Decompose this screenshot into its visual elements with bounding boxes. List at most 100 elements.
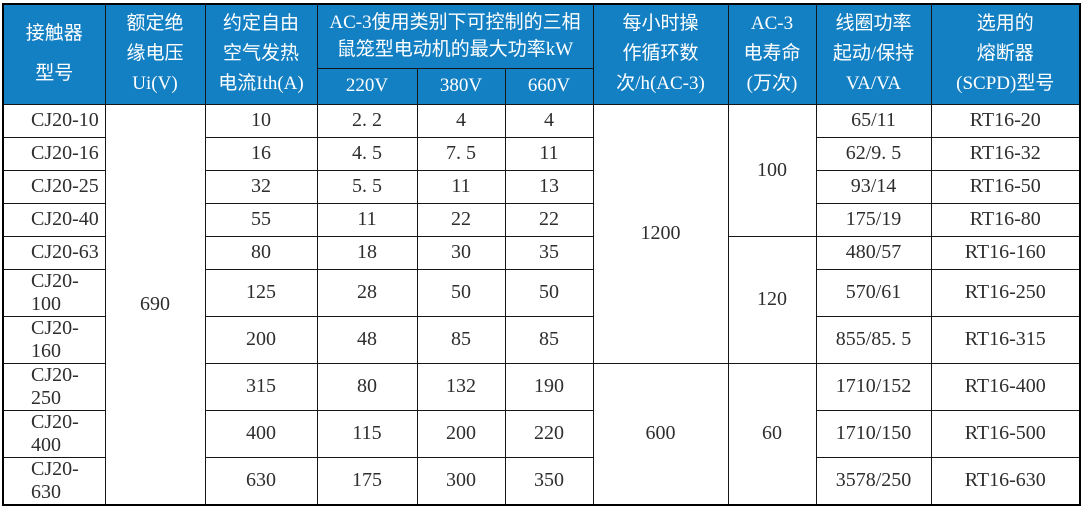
header-life: AC-3 电寿命 (万次): [727, 3, 817, 105]
cell-ith: 55: [204, 202, 318, 237]
cell-coil: 1710/152: [815, 362, 932, 411]
header-line: (万次): [746, 73, 798, 95]
cell-p660: 190: [504, 362, 594, 411]
header-row-top: 接触器 型号 额定绝 缘电压 Ui(V) 约定自由 空气发热 电流Ith(A) …: [2, 3, 1081, 105]
cell-life: 120: [727, 235, 817, 364]
cell-coil: 93/14: [815, 169, 932, 204]
header-ith: 约定自由 空气发热 电流Ith(A): [204, 3, 318, 105]
cell-p220: 5. 5: [316, 169, 418, 204]
cell-ith: 80: [204, 235, 318, 270]
header-line: 接触器: [25, 23, 83, 45]
header-line: 电寿命: [743, 43, 801, 65]
cell-ith: 32: [204, 169, 318, 204]
cell-model: CJ20-16: [2, 136, 106, 171]
cell-cycles: 1200: [592, 103, 729, 364]
header-line: 额定绝: [126, 13, 184, 35]
cell-ith: 125: [204, 268, 318, 317]
cell-fuse: RT16-500: [930, 409, 1081, 458]
cell-model: CJ20-25: [2, 169, 106, 204]
cell-model: CJ20-630: [2, 456, 106, 505]
header-row-voltages: 220V 380V 660V: [3, 67, 1080, 105]
cell-fuse: RT16-50: [930, 169, 1081, 204]
header-voltage-220: 220V: [316, 67, 418, 105]
cell-ith: 200: [204, 315, 318, 364]
cell-p220: 4. 5: [316, 136, 418, 171]
cell-p380: 200: [416, 409, 506, 458]
cell-model: CJ20-400: [2, 409, 106, 458]
header-line: 约定自由: [222, 13, 299, 35]
header-line: AC-3: [750, 13, 794, 35]
cell-p660: 220: [504, 409, 594, 458]
cell-p660: 22: [504, 202, 594, 237]
table-row: CJ20-160 200 48 85 85 855/85. 5 RT16-315: [2, 315, 1081, 364]
header-line: 熔断器: [976, 43, 1034, 65]
cell-coil: 1710/150: [815, 409, 932, 458]
cell-p220: 175: [316, 456, 418, 505]
cell-p380: 50: [416, 268, 506, 317]
cell-model: CJ20-100: [2, 268, 106, 317]
cell-model: CJ20-250: [2, 362, 106, 411]
contactor-spec-table: 接触器 型号 额定绝 缘电压 Ui(V) 约定自由 空气发热 电流Ith(A) …: [2, 3, 1081, 506]
cell-p660: 13: [504, 169, 594, 204]
header-line: 选用的: [976, 13, 1034, 35]
cell-p380: 300: [416, 456, 506, 505]
cell-p220: 18: [316, 235, 418, 270]
cell-life: 100: [727, 103, 817, 237]
cell-p220: 2. 2: [316, 103, 418, 138]
header-line: 起动/保持: [832, 43, 915, 65]
header-line: 次/h(AC-3): [616, 73, 705, 95]
cell-life: 60: [727, 362, 817, 505]
cell-ui: 690: [104, 103, 206, 505]
cell-fuse: RT16-160: [930, 235, 1081, 270]
table-row: CJ20-40 55 11 22 22 175/19 RT16-80: [2, 202, 1081, 237]
table-row: CJ20-16 16 4. 5 7. 5 11 62/9. 5 RT16-32: [2, 136, 1081, 171]
header-line: 电流Ith(A): [218, 73, 304, 95]
cell-fuse: RT16-250: [930, 268, 1081, 317]
cell-fuse: RT16-630: [930, 456, 1081, 505]
header-line: 鼠笼型电动机的最大功率kW: [336, 39, 574, 61]
table-row: CJ20-100 125 28 50 50 570/61 RT16-250: [2, 268, 1081, 317]
table-body: CJ20-10 690 10 2. 2 4 4 1200 100 65/11 RT16-20 CJ2…: [2, 103, 1081, 505]
cell-fuse: RT16-80: [930, 202, 1081, 237]
cell-p380: 85: [416, 315, 506, 364]
cell-p660: 50: [504, 268, 594, 317]
cell-ith: 315: [204, 362, 318, 411]
cell-p380: 22: [416, 202, 506, 237]
header-line: 作循环数: [622, 43, 699, 65]
header-ac3-group: AC-3使用类别下可控制的三相 鼠笼型电动机的最大功率kW: [316, 3, 594, 69]
cell-p660: 35: [504, 235, 594, 270]
cell-model: CJ20-40: [2, 202, 106, 237]
cell-cycles: 600: [592, 362, 729, 505]
cell-p380: 7. 5: [416, 136, 506, 171]
cell-ith: 400: [204, 409, 318, 458]
header-voltage-380: 380V: [416, 67, 506, 105]
cell-coil: 65/11: [815, 103, 932, 138]
header-coil: 线圈功率 起动/保持 VA/VA: [815, 3, 932, 105]
table-header: 接触器 型号 额定绝 缘电压 Ui(V) 约定自由 空气发热 电流Ith(A) …: [2, 3, 1081, 105]
header-line: 型号: [35, 63, 74, 85]
cell-model: CJ20-10: [2, 103, 106, 138]
cell-ith: 10: [204, 103, 318, 138]
cell-fuse: RT16-400: [930, 362, 1081, 411]
cell-p380: 11: [416, 169, 506, 204]
table-row: CJ20-63 80 18 30 35 120 480/57 RT16-160: [2, 235, 1081, 364]
cell-p380: 30: [416, 235, 506, 270]
cell-coil: 855/85. 5: [815, 315, 932, 364]
header-line: 每小时操: [622, 13, 699, 35]
header-line: Ui(V): [132, 73, 178, 95]
cell-coil: 175/19: [815, 202, 932, 237]
cell-p220: 11: [316, 202, 418, 237]
header-ui: 额定绝 缘电压 Ui(V): [104, 3, 206, 105]
cell-p220: 28: [316, 268, 418, 317]
header-fuse: 选用的 熔断器 (SCPD)型号: [930, 3, 1081, 105]
cell-p380: 4: [416, 103, 506, 138]
cell-model: CJ20-160: [2, 315, 106, 364]
cell-p660: 11: [504, 136, 594, 171]
cell-coil: 570/61: [815, 268, 932, 317]
cell-p220: 115: [316, 409, 418, 458]
cell-fuse: RT16-32: [930, 136, 1081, 171]
cell-coil: 3578/250: [815, 456, 932, 505]
header-cycles: 每小时操 作循环数 次/h(AC-3): [592, 3, 729, 105]
header-line: 空气发热: [222, 43, 299, 65]
